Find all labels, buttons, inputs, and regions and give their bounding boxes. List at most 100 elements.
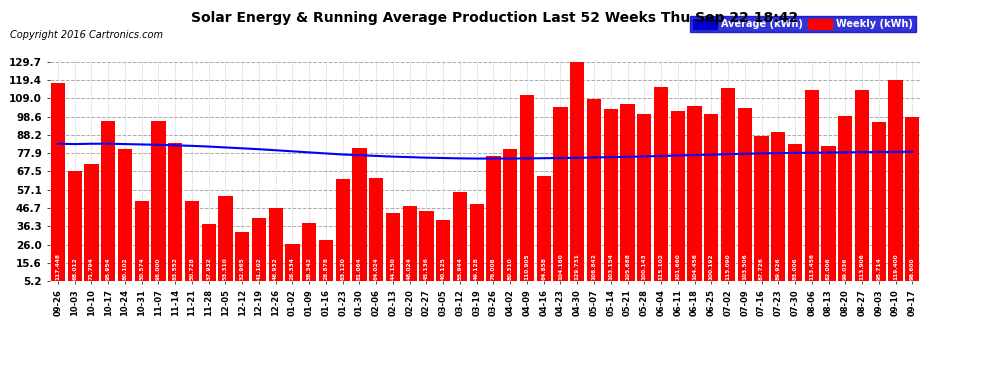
- Bar: [452, 192, 467, 281]
- Text: Copyright 2016 Cartronics.com: Copyright 2016 Cartronics.com: [10, 30, 163, 39]
- Text: 82.006: 82.006: [826, 258, 831, 280]
- Bar: [436, 220, 450, 281]
- Text: 63.120: 63.120: [341, 258, 346, 280]
- Text: 103.506: 103.506: [742, 254, 747, 280]
- Text: 71.794: 71.794: [89, 258, 94, 280]
- Text: 83.552: 83.552: [172, 258, 177, 280]
- Text: 64.858: 64.858: [542, 258, 546, 280]
- Text: 53.310: 53.310: [223, 258, 228, 280]
- Bar: [604, 108, 618, 281]
- Bar: [101, 121, 115, 281]
- Bar: [839, 116, 852, 281]
- Text: 95.954: 95.954: [106, 258, 111, 280]
- Text: 98.600: 98.600: [910, 258, 915, 280]
- Bar: [503, 149, 518, 281]
- Text: 95.714: 95.714: [876, 258, 881, 280]
- Bar: [638, 114, 651, 281]
- Text: 108.842: 108.842: [591, 254, 597, 280]
- Text: 41.102: 41.102: [256, 258, 261, 280]
- Text: 99.036: 99.036: [842, 258, 847, 280]
- Bar: [319, 240, 333, 281]
- Text: 64.024: 64.024: [373, 258, 379, 280]
- Text: 113.906: 113.906: [859, 254, 864, 280]
- Text: Solar Energy & Running Average Production Last 52 Weeks Thu Sep 22 18:42: Solar Energy & Running Average Productio…: [191, 11, 799, 25]
- Bar: [486, 156, 501, 281]
- Bar: [386, 213, 400, 281]
- Text: 76.008: 76.008: [491, 258, 496, 280]
- Text: 110.905: 110.905: [525, 254, 530, 280]
- Bar: [151, 121, 165, 281]
- Text: 101.660: 101.660: [675, 254, 680, 280]
- Bar: [218, 196, 233, 281]
- Bar: [469, 204, 484, 281]
- Text: 104.456: 104.456: [692, 254, 697, 280]
- Bar: [872, 122, 886, 281]
- Text: 28.878: 28.878: [324, 258, 329, 280]
- Bar: [235, 232, 249, 281]
- Text: 115.102: 115.102: [658, 254, 663, 280]
- Text: 104.160: 104.160: [558, 254, 563, 280]
- Text: 129.731: 129.731: [575, 254, 580, 280]
- Bar: [855, 90, 869, 281]
- Text: 87.726: 87.726: [759, 258, 764, 280]
- Text: 44.150: 44.150: [390, 258, 395, 280]
- Bar: [84, 164, 99, 281]
- Bar: [302, 223, 317, 281]
- Bar: [704, 114, 719, 281]
- Text: 115.090: 115.090: [726, 254, 731, 280]
- Bar: [420, 211, 434, 281]
- Bar: [553, 107, 567, 281]
- Text: 50.574: 50.574: [140, 258, 145, 280]
- Bar: [202, 224, 216, 281]
- Bar: [654, 87, 668, 281]
- Bar: [185, 201, 199, 281]
- Text: 68.012: 68.012: [72, 258, 77, 280]
- Bar: [721, 87, 736, 281]
- Bar: [822, 146, 836, 281]
- Bar: [67, 171, 82, 281]
- Legend: Average (kWh), Weekly (kWh): Average (kWh), Weekly (kWh): [690, 16, 916, 32]
- Text: 55.944: 55.944: [457, 258, 462, 280]
- Text: 100.192: 100.192: [709, 254, 714, 280]
- Bar: [570, 62, 584, 281]
- Bar: [738, 108, 752, 281]
- Bar: [268, 208, 283, 281]
- Bar: [403, 206, 417, 281]
- Bar: [888, 80, 903, 281]
- Bar: [771, 132, 785, 281]
- Bar: [537, 176, 550, 281]
- Bar: [135, 201, 148, 281]
- Text: 117.448: 117.448: [55, 254, 60, 280]
- Bar: [520, 95, 535, 281]
- Bar: [50, 83, 65, 281]
- Text: 81.064: 81.064: [357, 258, 362, 280]
- Bar: [670, 111, 685, 281]
- Text: 38.342: 38.342: [307, 258, 312, 280]
- Text: 100.143: 100.143: [642, 254, 646, 280]
- Text: 26.334: 26.334: [290, 258, 295, 280]
- Bar: [369, 177, 383, 281]
- Text: 83.006: 83.006: [793, 258, 798, 280]
- Text: 105.688: 105.688: [625, 254, 630, 280]
- Bar: [687, 106, 702, 281]
- Text: 113.456: 113.456: [809, 254, 815, 280]
- Text: 40.125: 40.125: [441, 258, 446, 280]
- Bar: [587, 99, 601, 281]
- Text: 49.128: 49.128: [474, 258, 479, 280]
- Bar: [285, 244, 300, 281]
- Text: 96.000: 96.000: [155, 258, 161, 280]
- Bar: [251, 218, 266, 281]
- Text: 32.965: 32.965: [240, 258, 245, 280]
- Text: 48.024: 48.024: [407, 258, 412, 280]
- Bar: [805, 90, 819, 281]
- Bar: [352, 147, 366, 281]
- Text: 45.136: 45.136: [424, 258, 429, 280]
- Bar: [905, 117, 920, 281]
- Text: 80.310: 80.310: [508, 258, 513, 280]
- Text: 103.154: 103.154: [608, 254, 613, 280]
- Bar: [336, 179, 349, 281]
- Bar: [168, 143, 182, 281]
- Bar: [788, 144, 802, 281]
- Text: 50.728: 50.728: [189, 258, 194, 280]
- Text: 46.932: 46.932: [273, 258, 278, 280]
